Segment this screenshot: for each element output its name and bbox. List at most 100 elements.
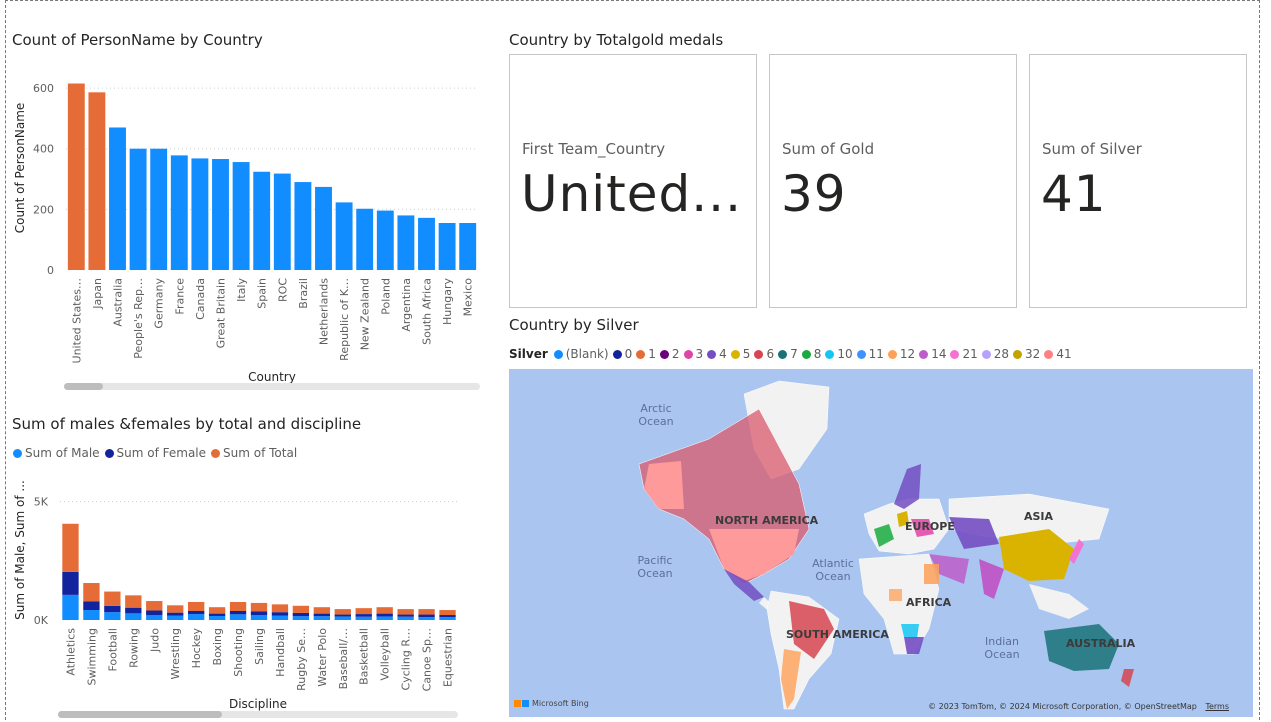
stacked-segment[interactable] [313, 607, 331, 614]
discipline-stacked-chart[interactable]: 0K 5K Athletics Swimming Football Rowing Judo W… [0, 470, 500, 715]
chart1-scrollbar[interactable] [64, 383, 480, 390]
stacked-segment[interactable] [125, 613, 142, 620]
stacked-segment[interactable] [355, 616, 372, 620]
legend-item[interactable]: Sum of Total [211, 446, 297, 460]
stacked-segment[interactable] [271, 615, 289, 620]
map-legend-item[interactable]: 41 [1044, 347, 1072, 361]
stacked-segment[interactable] [397, 614, 414, 617]
chart2-scrollbar[interactable] [58, 711, 458, 718]
stacked-segment[interactable] [229, 614, 247, 620]
stacked-segment[interactable] [292, 612, 310, 617]
stacked-segment[interactable] [208, 607, 226, 614]
stacked-segment[interactable] [125, 595, 142, 608]
stacked-segment[interactable] [229, 610, 247, 615]
stacked-segment[interactable] [439, 615, 456, 618]
card-sum-of-silver[interactable]: Sum of Silver 41 [1029, 54, 1247, 308]
bar[interactable] [335, 202, 353, 270]
bar[interactable] [253, 171, 271, 270]
stacked-segment[interactable] [334, 616, 351, 620]
stacked-segment[interactable] [418, 614, 435, 618]
bar[interactable] [418, 217, 435, 270]
map-legend-item[interactable]: 2 [659, 347, 680, 361]
stacked-segment[interactable] [418, 609, 435, 615]
country-bar-chart[interactable]: 0 200 400 600 United States… Japan Australia Pe… [0, 60, 500, 395]
map-legend-item[interactable]: 3 [683, 347, 703, 361]
stacked-segment[interactable] [146, 615, 163, 620]
stacked-segment[interactable] [208, 613, 226, 616]
bar[interactable] [232, 162, 250, 270]
stacked-segment[interactable] [292, 616, 310, 620]
stacked-segment[interactable] [418, 617, 435, 620]
stacked-segment[interactable] [83, 610, 100, 620]
bar[interactable] [356, 208, 374, 270]
bar[interactable] [150, 148, 168, 270]
stacked-segment[interactable] [439, 610, 456, 616]
stacked-segment[interactable] [187, 614, 205, 620]
map-legend-item[interactable]: 1 [636, 347, 656, 361]
filled-map[interactable]: Arctic Ocean NORTH AMERICA EUROPE ASIA P… [509, 369, 1253, 717]
stacked-segment[interactable] [250, 615, 268, 620]
map-legend-item[interactable]: 7 [778, 347, 798, 361]
stacked-segment[interactable] [187, 610, 205, 615]
stacked-segment[interactable] [313, 616, 331, 620]
stacked-segment[interactable] [271, 604, 289, 613]
stacked-segment[interactable] [62, 523, 79, 572]
card-sum-of-gold[interactable]: Sum of Gold 39 [769, 54, 1017, 308]
stacked-segment[interactable] [146, 601, 163, 611]
stacked-segment[interactable] [167, 605, 184, 613]
stacked-segment[interactable] [334, 609, 351, 615]
bar[interactable] [88, 92, 106, 270]
stacked-segment[interactable] [62, 594, 79, 620]
stacked-segment[interactable] [355, 608, 372, 615]
stacked-segment[interactable] [397, 616, 414, 620]
map-legend-item[interactable]: 8 [801, 347, 821, 361]
map-legend-item[interactable]: 21 [950, 347, 978, 361]
stacked-segment[interactable] [313, 613, 331, 617]
stacked-segment[interactable] [334, 614, 351, 617]
map-legend-item[interactable]: 12 [887, 347, 915, 361]
chart2-scroll-thumb[interactable] [58, 711, 222, 718]
bar[interactable] [109, 127, 126, 270]
stacked-segment[interactable] [104, 612, 121, 620]
stacked-segment[interactable] [397, 609, 414, 615]
map-legend-item[interactable]: 10 [825, 347, 853, 361]
stacked-segment[interactable] [250, 602, 268, 612]
stacked-segment[interactable] [229, 601, 247, 611]
stacked-segment[interactable] [167, 612, 184, 616]
stacked-segment[interactable] [104, 605, 121, 613]
stacked-segment[interactable] [146, 610, 163, 616]
stacked-segment[interactable] [439, 617, 456, 620]
map-legend-item[interactable]: 4 [707, 347, 727, 361]
stacked-segment[interactable] [376, 616, 393, 620]
terms-link[interactable]: Terms [1205, 702, 1229, 711]
legend-item[interactable]: Sum of Female [104, 446, 206, 460]
stacked-segment[interactable] [271, 612, 289, 616]
map-legend-item[interactable]: 5 [730, 347, 750, 361]
bar[interactable] [170, 155, 188, 270]
map-legend-item[interactable]: 0 [612, 347, 632, 361]
bar[interactable] [212, 159, 229, 270]
bar[interactable] [67, 83, 85, 270]
bar[interactable] [459, 223, 477, 270]
bar[interactable] [273, 173, 291, 270]
bar[interactable] [438, 223, 456, 270]
stacked-segment[interactable] [167, 615, 184, 620]
stacked-segment[interactable] [125, 607, 142, 614]
bar[interactable] [315, 186, 332, 270]
stacked-segment[interactable] [62, 571, 79, 595]
bar[interactable] [376, 210, 394, 270]
map-legend-item[interactable]: (Blank) [553, 347, 609, 361]
map-legend-item[interactable]: 28 [981, 347, 1009, 361]
map-legend-item[interactable]: 6 [754, 347, 774, 361]
stacked-segment[interactable] [250, 611, 268, 616]
bar[interactable] [294, 182, 312, 270]
stacked-segment[interactable] [187, 601, 205, 611]
legend-item[interactable]: Sum of Male [13, 446, 100, 460]
stacked-segment[interactable] [104, 591, 121, 606]
stacked-segment[interactable] [376, 607, 393, 614]
map-legend-item[interactable]: 32 [1013, 347, 1040, 361]
map-surface[interactable] [509, 369, 1253, 717]
bar[interactable] [191, 158, 209, 270]
stacked-segment[interactable] [83, 583, 100, 602]
stacked-segment[interactable] [83, 601, 100, 611]
